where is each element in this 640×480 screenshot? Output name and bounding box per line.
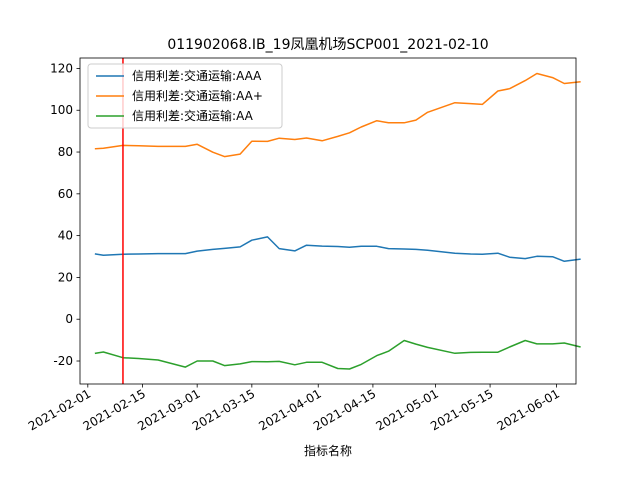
- chart-title: 011902068.IB_19凤凰机场SCP001_2021-02-10: [167, 37, 488, 53]
- y-tick-label: 60: [58, 187, 73, 201]
- legend-label-3: 信用利差:交通运输:AA: [132, 108, 254, 123]
- legend: 信用利差:交通运输:AAA 信用利差:交通运输:AA+ 信用利差:交通运输:AA: [87, 63, 283, 129]
- y-tick-label: 120: [50, 61, 73, 75]
- series-line-3: [94, 339, 581, 370]
- series-line-1: [94, 236, 581, 263]
- y-tick-label: 80: [58, 145, 73, 159]
- legend-label-2: 信用利差:交通运输:AA+: [132, 88, 263, 103]
- y-tick-label: 0: [65, 312, 73, 326]
- series-line-2: [94, 72, 581, 158]
- legend-box: [87, 63, 283, 129]
- y-tick-label: 20: [58, 270, 73, 284]
- y-tick-label: 100: [50, 103, 73, 117]
- x-axis-label: 指标名称: [304, 443, 352, 458]
- legend-label-1: 信用利差:交通运输:AAA: [132, 68, 262, 83]
- y-tick-label: 40: [58, 229, 73, 243]
- axes-frame: [79, 57, 577, 385]
- y-tick-label: -20: [53, 354, 73, 368]
